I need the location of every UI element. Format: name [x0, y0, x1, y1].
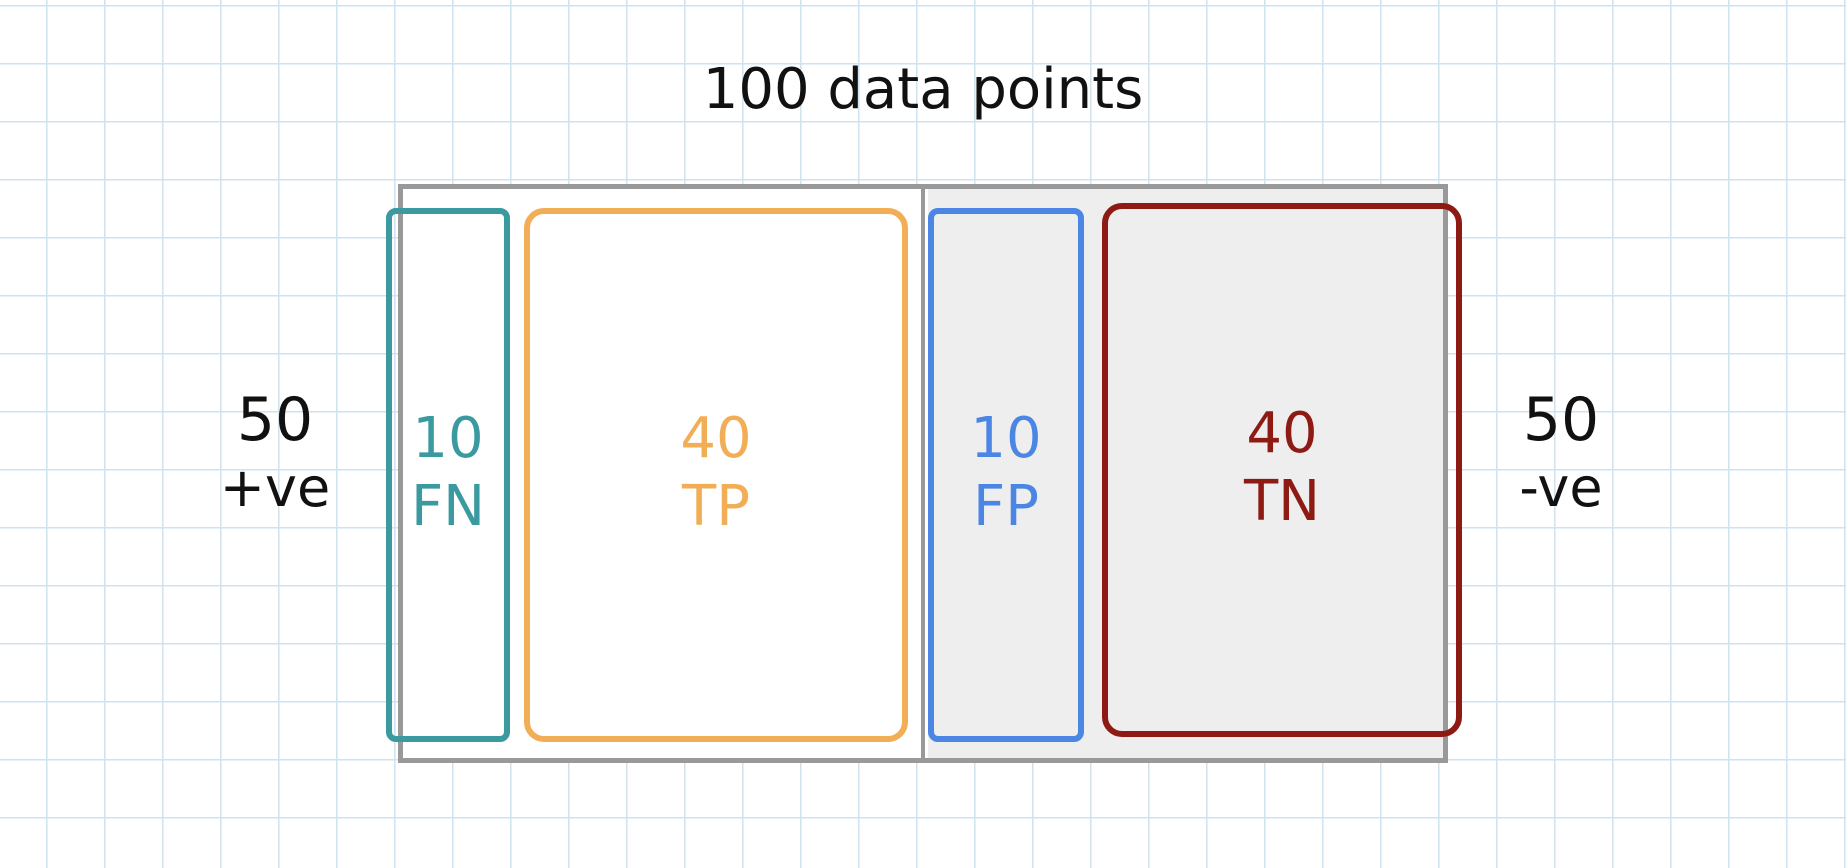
- false-positive-label: 10 FP: [928, 405, 1084, 541]
- true-positive-box: [524, 208, 908, 742]
- false-positive-name: FP: [973, 474, 1039, 539]
- positives-count: 50: [236, 385, 314, 455]
- true-positive-label: 40 TP: [524, 405, 908, 541]
- true-negative-name: TN: [1243, 469, 1321, 534]
- true-negative-count: 40: [1246, 401, 1318, 466]
- false-negative-count: 10: [412, 406, 484, 471]
- positives-name: +ve: [219, 456, 331, 519]
- false-negative-label: 10 FN: [386, 405, 510, 541]
- true-negative-box: [1102, 203, 1462, 737]
- false-positive-box: [928, 208, 1084, 742]
- true-positive-count: 40: [680, 406, 752, 471]
- negatives-count: 50: [1522, 385, 1600, 455]
- class-divider: [921, 184, 925, 763]
- negatives-label: 50 -ve: [1496, 385, 1626, 521]
- true-positive-name: TP: [682, 474, 750, 539]
- diagram-title: 100 data points: [702, 57, 1144, 122]
- false-positive-count: 10: [970, 406, 1042, 471]
- negatives-name: -ve: [1519, 456, 1603, 519]
- positives-label: 50 +ve: [210, 385, 340, 521]
- true-negative-label: 40 TN: [1102, 400, 1462, 536]
- false-negative-name: FN: [410, 474, 486, 539]
- false-negative-box: [386, 208, 510, 742]
